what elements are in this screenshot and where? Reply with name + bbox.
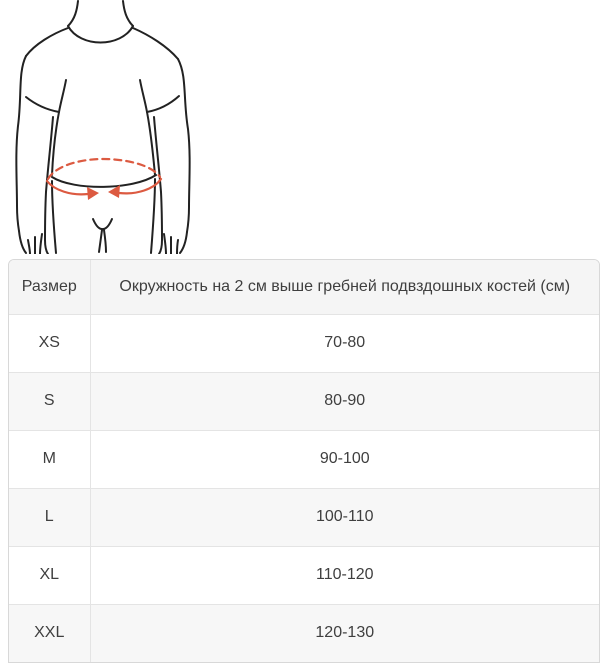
hip-left-line [51, 180, 57, 254]
drawstring-left-string [98, 229, 103, 253]
hip-right-line [150, 178, 156, 254]
arm-left-outer-line [15, 55, 27, 232]
drawstring-left-wing [92, 218, 103, 230]
size-chart: Размер Окружность на 2 см выше гребней п… [8, 259, 600, 663]
measurement-markings [45, 157, 163, 196]
size-cell: XXL [9, 603, 91, 662]
size-cell: L [9, 487, 91, 546]
neck-left-line [67, 0, 79, 27]
size-cell: M [9, 429, 91, 488]
size-chart-table: Размер Окружность на 2 см выше гребней п… [9, 260, 599, 662]
measurement-ellipse-dashed [46, 157, 162, 181]
hand-left-finger1 [27, 239, 31, 255]
arm-right-inner-line [153, 116, 163, 241]
collar-line [67, 25, 134, 44]
sleeve-right-hem [146, 95, 180, 113]
range-cell: 90-100 [90, 429, 599, 488]
body-outline [15, 0, 191, 255]
table-row-xxl: XXL 120-130 [9, 603, 599, 662]
sleeve-left-hem [25, 96, 60, 113]
range-cell: 100-110 [90, 487, 599, 546]
hand-left-outline [18, 230, 27, 254]
size-cell: XL [9, 545, 91, 604]
arm-right-outer-line [177, 58, 191, 233]
table-row-m: M 90-100 [9, 429, 599, 488]
hand-left-finger3 [39, 233, 43, 255]
hand-right-finger1 [176, 239, 179, 255]
neck-right-line [122, 0, 134, 27]
size-chart-header-row: Размер Окружность на 2 см выше гребней п… [9, 260, 599, 314]
torso-right-line [146, 111, 156, 176]
hand-left-inner-line [44, 239, 49, 255]
table-row-s: S 80-90 [9, 371, 599, 430]
shirt-hem-line [51, 174, 157, 188]
size-cell: S [9, 371, 91, 430]
measurement-arrow-left-arc [45, 179, 90, 196]
circumference-column-header: Окружность на 2 см выше гребней подвздош… [119, 277, 571, 295]
table-row-xs: XS 70-80 [9, 313, 599, 372]
arrowhead-left-icon [108, 185, 120, 198]
shoulder-right-line [132, 27, 179, 60]
range-cell: 110-120 [90, 545, 599, 604]
range-cell: 80-90 [90, 371, 599, 430]
hand-right-inner-line [158, 239, 163, 255]
drawstring-right-wing [102, 218, 113, 230]
armpit-right-line [139, 79, 148, 113]
size-column-header: Размер [9, 260, 91, 314]
arm-left-inner-line [44, 116, 54, 241]
measurement-arrowheads [87, 185, 120, 200]
size-cell: XS [9, 313, 91, 372]
range-cell: 70-80 [90, 313, 599, 372]
hand-right-finger3 [163, 233, 167, 255]
arrowhead-right-icon [87, 187, 99, 200]
armpit-left-line [58, 79, 67, 113]
measurement-figure [2, 0, 212, 255]
table-row-l: L 100-110 [9, 487, 599, 546]
drawstring-right-string [103, 229, 107, 253]
measurement-arrow-right-arc [117, 177, 163, 195]
table-row-xl: XL 110-120 [9, 545, 599, 604]
shoulder-left-line [25, 27, 69, 57]
torso-left-line [51, 111, 60, 176]
range-cell: 120-130 [90, 603, 599, 662]
waist-measurement-illustration-svg [15, 0, 191, 255]
hand-right-outline [179, 231, 188, 254]
